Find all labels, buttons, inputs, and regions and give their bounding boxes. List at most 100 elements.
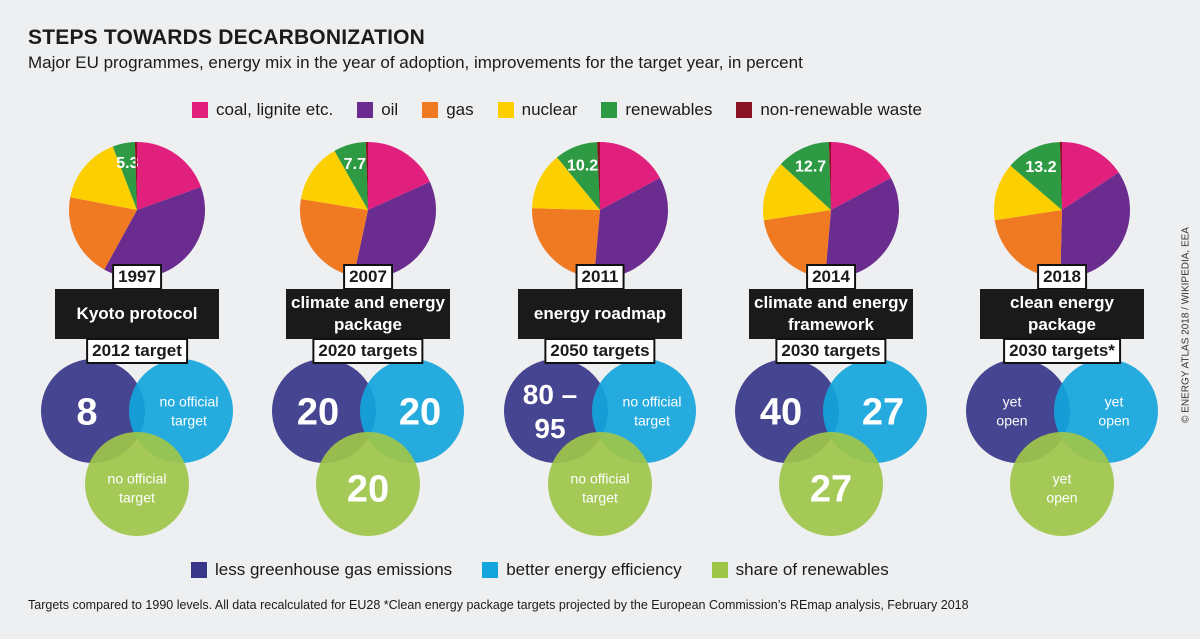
target-value-efficiency: no official target [160, 393, 219, 428]
target-value-line: open [1046, 489, 1077, 505]
target-value-line: target [119, 489, 155, 505]
target-value-efficiency: yet open [1098, 393, 1129, 428]
target-value-line: 80 – [523, 379, 578, 410]
pie-slice-oil [594, 177, 669, 279]
pie-slice-oil [353, 181, 437, 278]
year-label: 2018 [1037, 264, 1087, 290]
programme-label: clean energy package [980, 289, 1144, 339]
target-value-line: no official [571, 470, 630, 486]
pie-data-label: 12.7 [795, 159, 826, 176]
legend-swatch [711, 562, 728, 578]
legend-item-less-greenhouse-gas-emissions: less greenhouse gas emissions [191, 560, 452, 580]
legend-item-oil: oil [357, 100, 398, 120]
target-legend: less greenhouse gas emissions better ener… [191, 560, 919, 580]
legend-label: share of renewables [735, 560, 889, 579]
pie-slice-coal-lignite-etc [1062, 142, 1119, 210]
target-value-renewables: yet open [1046, 470, 1077, 505]
target-value-emissions: 80 –95 [523, 379, 578, 444]
legend-item-nuclear: nuclear [497, 100, 578, 120]
pie-slice-nuclear [70, 146, 137, 210]
footnote: Targets compared to 1990 levels. All dat… [28, 598, 969, 612]
pie-slice-gas [68, 197, 137, 270]
source-credit: © ENERGY ATLAS 2018 / WIKIPEDIA, EEA [1180, 227, 1192, 423]
target-year-label: 2050 targets [544, 338, 656, 364]
venn-circle-renewables [548, 432, 652, 536]
pie-slice-oil [1060, 172, 1131, 279]
legend-label: nuclear [521, 100, 578, 119]
legend-item-coal-lignite-etc: coal, lignite etc. [192, 100, 333, 120]
pie-slice-gas [300, 198, 368, 277]
programme-label: Kyoto protocol [55, 289, 219, 339]
pie-slice-nuclear [762, 164, 831, 221]
chart-1997: 5.3 8 no official target no official target [41, 141, 233, 536]
target-value-emissions: 20 [297, 391, 339, 433]
chart-2011: 10.2 80 –95 no official target no official ta… [504, 142, 696, 536]
target-value-emissions: yet open [996, 393, 1027, 428]
target-value-line: 8 [76, 391, 97, 433]
legend-label: oil [381, 100, 399, 119]
legend-swatch [357, 102, 374, 118]
target-value-renewables: no official target [571, 470, 630, 505]
pie-slice-nuclear [300, 150, 368, 210]
legend-swatch [191, 562, 207, 578]
legend-swatch [482, 562, 499, 578]
programme-label: climate and energy framework [749, 289, 913, 339]
legend-swatch [736, 102, 753, 118]
year-label: 2011 [575, 264, 625, 290]
pie-slice-non-renewable-waste [597, 142, 600, 210]
target-value-line: yet [1105, 393, 1124, 409]
target-value-line: 95 [534, 413, 565, 444]
target-year-label: 2030 targets [775, 338, 887, 364]
target-value-renewables: 20 [347, 468, 389, 510]
pie-slice-oil [104, 186, 205, 279]
target-value-line: 27 [810, 468, 852, 510]
pie-slice-renewables [334, 142, 368, 210]
legend-item-renewables: renewables [601, 100, 712, 120]
legend-item-non-renewable-waste: non-renewable waste [736, 100, 922, 120]
target-value-line: open [1098, 412, 1129, 428]
legend-label: coal, lignite etc. [216, 100, 334, 119]
pie-slice-gas [763, 210, 831, 278]
legend-label: better energy efficiency [506, 560, 682, 579]
target-value-line: yet [1053, 470, 1072, 486]
legend-label: less greenhouse gas emissions [215, 560, 453, 579]
pie-slice-non-renewable-waste [1059, 141, 1062, 210]
chart-2007: 7.720 2020 [272, 141, 464, 536]
programme-label: climate and energy package [286, 289, 450, 339]
venn-circle-renewables [316, 432, 420, 536]
legend-swatch [601, 102, 618, 118]
legend-label: renewables [625, 100, 713, 119]
target-value-emissions: 8 [76, 391, 97, 433]
pie-slice-renewables [780, 142, 831, 210]
pie-slice-coal-lignite-etc [600, 142, 660, 210]
target-value-line: target [634, 412, 670, 428]
programme-label: energy roadmap [518, 289, 682, 339]
target-value-efficiency: no official target [623, 393, 682, 428]
target-value-line: target [171, 412, 207, 428]
venn-circle-renewables [85, 432, 189, 536]
pie-slice-renewables [556, 142, 600, 210]
chart-subtitle: Major EU programmes, energy mix in the y… [28, 53, 803, 72]
pie-slice-oil [825, 177, 900, 279]
venn-circle-renewables [779, 432, 883, 536]
target-value-line: no official [108, 470, 167, 486]
legend-item-better-energy-efficiency: better energy efficiency [482, 560, 682, 580]
pie-slice-coal-lignite-etc [137, 142, 201, 210]
pie-slice-nuclear [532, 157, 600, 210]
pie-slice-gas [531, 208, 600, 278]
target-value-line: 20 [347, 468, 389, 510]
year-label: 2007 [343, 264, 393, 290]
pie-slice-nuclear [993, 165, 1062, 221]
target-value-line: no official [160, 393, 219, 409]
target-value-line: 20 [297, 391, 339, 433]
fuel-legend: coal, lignite etc. oil gas nuclear renewable… [192, 100, 946, 120]
target-value-efficiency: 27 [862, 391, 904, 433]
pie-slice-non-renewable-waste [365, 141, 368, 210]
legend-swatch [497, 102, 514, 118]
pie-slice-coal-lignite-etc [368, 142, 430, 210]
pie-data-label: 10.2 [567, 157, 598, 174]
target-year-label: 2030 targets* [1003, 338, 1121, 364]
pie-slice-renewables [1010, 142, 1062, 210]
